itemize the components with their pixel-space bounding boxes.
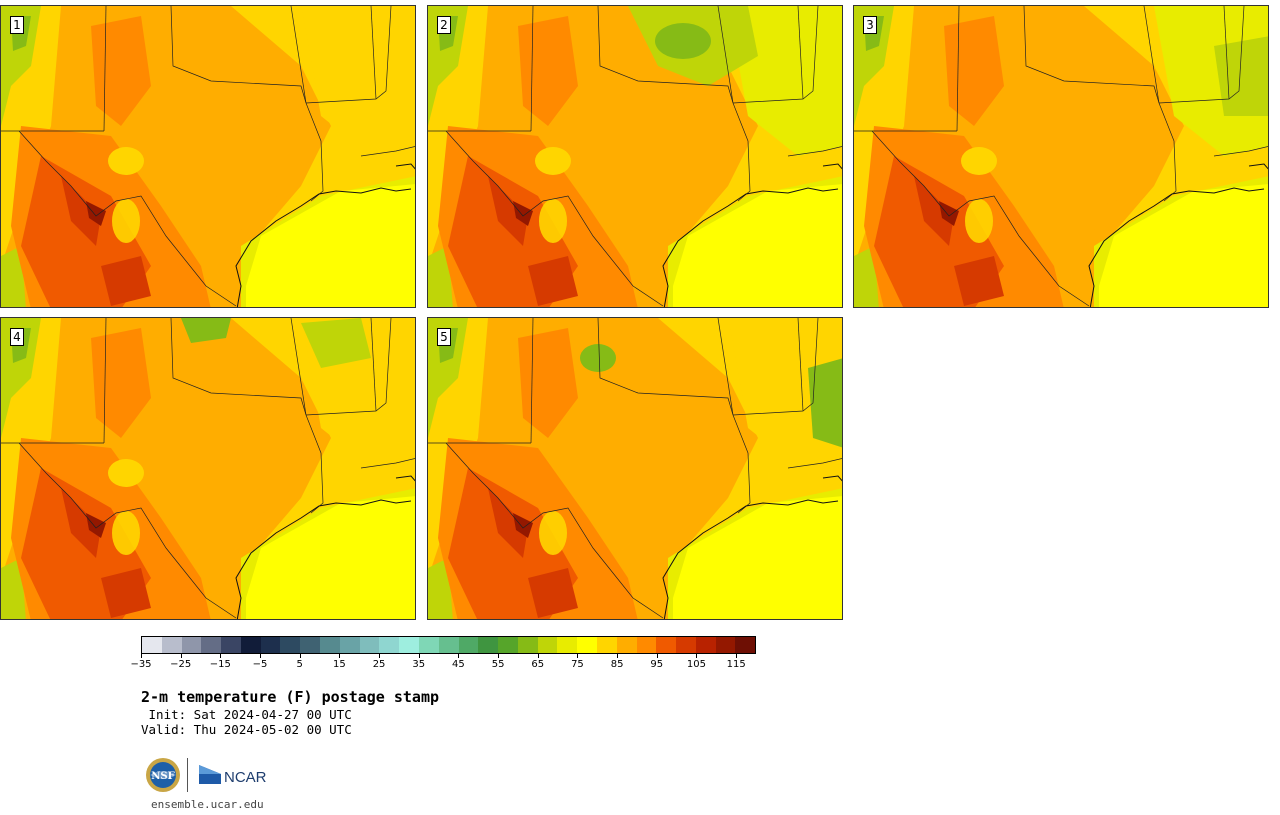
colorbar-swatch — [517, 637, 538, 653]
colorbar-swatch — [656, 637, 677, 653]
svg-text:NSF: NSF — [151, 771, 174, 782]
colorbar-tick-label: −35 — [130, 659, 152, 670]
temperature-map — [1, 318, 415, 619]
member-panel-4: 4 — [0, 317, 416, 620]
temperature-map — [428, 318, 842, 619]
colorbar-tick-label: 55 — [491, 659, 505, 670]
panel-number: 4 — [10, 328, 24, 346]
colorbar-swatch — [695, 637, 716, 653]
website-url: ensemble.ucar.edu — [151, 798, 264, 811]
panel-number: 1 — [10, 16, 24, 34]
colorbar-swatch — [142, 637, 162, 653]
colorbar-swatch — [280, 637, 301, 653]
colorbar-tick — [656, 654, 658, 658]
colorbar-swatch — [478, 637, 499, 653]
nsf-logo: NSF — [146, 758, 180, 792]
colorbar-swatch — [359, 637, 380, 653]
colorbar-tick-label: 25 — [372, 659, 386, 670]
colorbar-tick — [180, 654, 182, 658]
colorbar-tick-label: 45 — [452, 659, 465, 670]
colorbar-swatch — [438, 637, 459, 653]
colorbar-tick — [617, 654, 619, 658]
colorbar-swatch — [596, 637, 617, 653]
colorbar-tick-label: 5 — [296, 659, 303, 670]
colorbar-tick — [458, 654, 460, 658]
colorbar-swatch — [201, 637, 222, 653]
colorbar-tick-label: 35 — [412, 659, 426, 670]
colorbar-swatch — [557, 637, 578, 653]
colorbar-tick — [141, 654, 142, 658]
colorbar-swatch — [676, 637, 696, 653]
colorbar-tick — [220, 654, 222, 658]
colorbar — [141, 636, 756, 654]
colorbar-swatch — [418, 637, 439, 653]
colorbar-tick — [498, 654, 500, 658]
colorbar-tick — [260, 654, 262, 658]
colorbar-tick — [696, 654, 698, 658]
panel-number: 2 — [437, 16, 451, 34]
member-panel-1: 1 — [0, 5, 416, 308]
colorbar-swatch — [715, 637, 736, 653]
svg-text:NCAR: NCAR — [224, 769, 267, 786]
figure-title: 2-m temperature (F) postage stamp — [141, 688, 440, 706]
colorbar-tick-label: 105 — [686, 659, 707, 670]
colorbar-ticks: −35 −25 −15 −5 5 15 25 35 45 55 65 75 85 95 105 115 — [130, 654, 756, 674]
colorbar-swatch — [577, 637, 597, 653]
colorbar-tick — [299, 654, 301, 658]
colorbar-swatch — [320, 637, 340, 653]
colorbar-tick-label: −25 — [170, 659, 192, 670]
init-time: Init: Sat 2024-04-27 00 UTC — [141, 707, 352, 722]
colorbar-swatch — [300, 637, 321, 653]
colorbar-swatch — [161, 637, 182, 653]
colorbar-tick — [379, 654, 381, 658]
member-panel-5: 5 — [427, 317, 843, 620]
logo-divider — [187, 758, 188, 792]
panel-number: 3 — [863, 16, 877, 34]
temperature-map — [428, 6, 842, 307]
colorbar-tick — [418, 654, 420, 658]
member-panel-2: 2 — [427, 5, 843, 308]
colorbar-tick-label: 75 — [571, 659, 584, 670]
colorbar-swatch — [379, 637, 400, 653]
ncar-logo: NCAR — [199, 765, 267, 786]
colorbar-swatch — [399, 637, 419, 653]
colorbar-tick — [339, 654, 341, 658]
colorbar-tick — [736, 654, 738, 658]
valid-time: Valid: Thu 2024-05-02 00 UTC — [141, 722, 352, 737]
temperature-map — [1, 6, 415, 307]
colorbar-tick-label: 15 — [333, 659, 346, 670]
member-panel-3: 3 — [853, 5, 1269, 308]
colorbar-swatch — [260, 637, 281, 653]
temperature-map — [854, 6, 1268, 307]
colorbar-swatch — [616, 637, 637, 653]
colorbar-tick-label: 65 — [531, 659, 545, 670]
colorbar-tick-label: −15 — [209, 659, 231, 670]
colorbar-tick-label: 95 — [650, 659, 664, 670]
colorbar-tick-label: 115 — [726, 659, 746, 670]
colorbar-tick — [577, 654, 579, 658]
colorbar-tick-label: −5 — [252, 659, 268, 670]
colorbar-swatch — [537, 637, 558, 653]
colorbar-swatch — [498, 637, 518, 653]
panel-number: 5 — [437, 328, 451, 346]
colorbar-tick — [537, 654, 539, 658]
colorbar-swatch — [735, 637, 756, 653]
colorbar-swatch — [221, 637, 241, 653]
colorbar-swatch — [458, 637, 479, 653]
colorbar-swatch — [339, 637, 360, 653]
colorbar-swatch — [181, 637, 202, 653]
colorbar-swatch — [240, 637, 261, 653]
colorbar-tick-label: 85 — [610, 659, 624, 670]
colorbar-swatch — [636, 637, 657, 653]
